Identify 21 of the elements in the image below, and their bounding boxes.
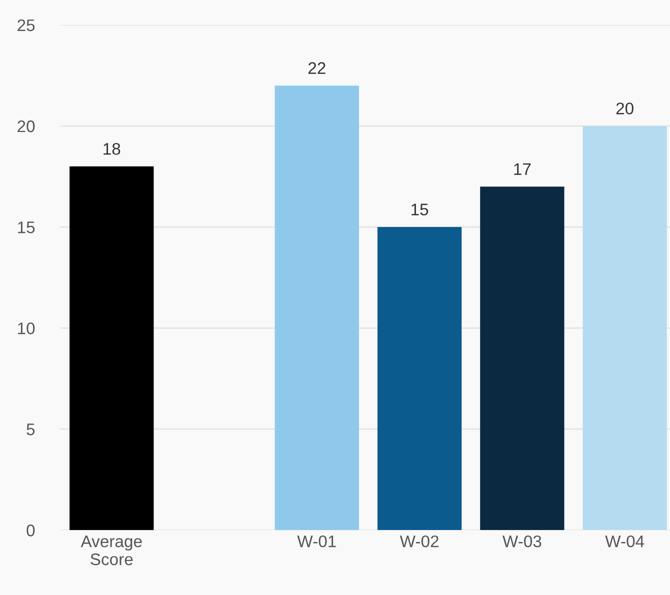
y-tick-label: 25	[18, 19, 35, 32]
x-tick-label: W-01	[297, 535, 336, 548]
y-tick-label: 10	[18, 322, 35, 334]
data-label: 22	[308, 62, 326, 74]
x-tick-label: W-03	[502, 535, 542, 548]
bar	[582, 126, 667, 530]
bar	[70, 166, 154, 530]
y-tick-label: 5	[26, 424, 35, 436]
y-tick-label: 20	[18, 120, 35, 132]
data-label: 15	[412, 204, 428, 216]
y-tick-label: 0	[26, 524, 35, 536]
bar	[274, 86, 359, 530]
x-tick-label: W-04	[605, 535, 644, 548]
x-tick-label: Average Score	[80, 536, 142, 566]
data-label: 20	[616, 102, 634, 114]
bar	[480, 186, 564, 530]
bar	[377, 227, 462, 530]
x-tick-label: W-02	[400, 535, 438, 548]
data-label: 17	[514, 163, 531, 175]
data-label: 18	[104, 143, 120, 155]
y-tick-label: 15	[18, 222, 35, 234]
